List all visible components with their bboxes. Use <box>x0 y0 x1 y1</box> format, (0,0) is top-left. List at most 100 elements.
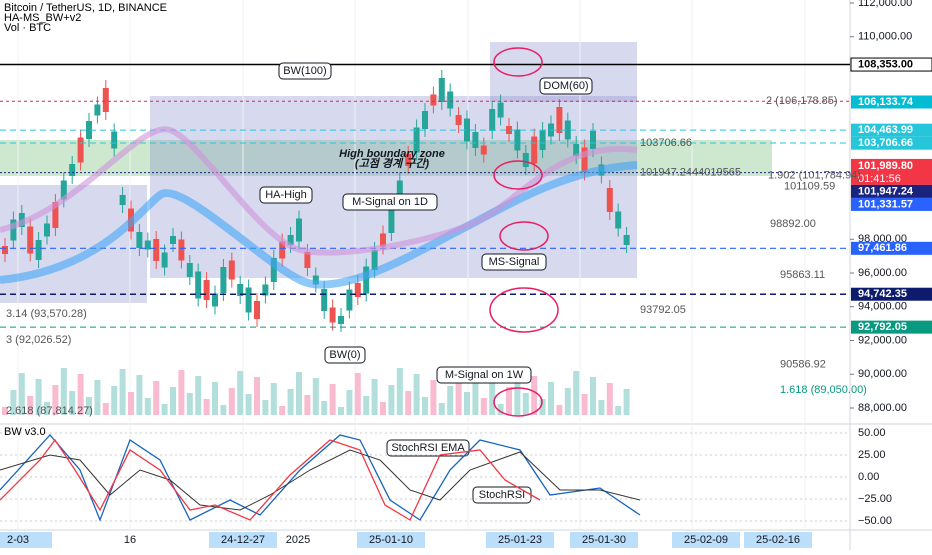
price-tag-label: 101,947.24 <box>858 185 914 197</box>
price-tag <box>851 184 932 198</box>
annotation: BW(100) <box>283 65 326 77</box>
volume-bar <box>514 370 521 415</box>
highlight-ellipse <box>493 160 543 190</box>
annotation: (고점 경계 구간) <box>355 157 429 170</box>
candle <box>144 240 151 250</box>
volume-bar <box>363 396 370 415</box>
candle <box>564 120 571 140</box>
volume-bar <box>497 404 504 415</box>
candle <box>581 147 588 173</box>
volume-bar <box>581 394 588 415</box>
volume-bar <box>590 377 596 415</box>
level-label: 1.618 (89,050.00) <box>780 384 867 396</box>
price-tag-label: 106,133.74 <box>858 96 914 108</box>
volume-bar <box>472 375 479 415</box>
volume-bar <box>615 406 622 415</box>
candle <box>44 223 50 237</box>
candle <box>455 115 462 125</box>
volume-bar <box>270 383 277 415</box>
osc-tick-label: 25.00 <box>858 449 886 461</box>
volume-bar <box>86 397 92 415</box>
highlight-ellipse <box>493 387 543 417</box>
candle <box>27 226 34 254</box>
annotation-box <box>342 193 438 211</box>
candle <box>228 260 235 280</box>
date-highlight <box>0 532 52 548</box>
annotation: StochRSI <box>479 489 525 501</box>
volume-bar <box>564 388 571 415</box>
candle <box>279 241 286 259</box>
price-tag <box>851 158 932 185</box>
volume-bar <box>69 391 76 415</box>
volume-bar <box>522 393 529 415</box>
volume-bar <box>438 403 445 415</box>
candle <box>35 240 42 260</box>
volume-bar <box>623 389 630 415</box>
level-label: 93792.05 <box>640 304 686 316</box>
candle <box>346 289 353 311</box>
candle <box>254 301 260 319</box>
price-tag-label: 101,989.80 <box>858 160 913 172</box>
candle <box>186 263 193 277</box>
price-tag <box>851 136 932 150</box>
volume-bar <box>2 407 8 415</box>
candle <box>380 233 386 247</box>
volume-bar <box>573 371 580 415</box>
candle <box>338 316 344 324</box>
volume-bar <box>489 381 496 415</box>
annotation-box <box>481 253 547 271</box>
volume-bar <box>153 381 160 415</box>
candle <box>396 180 403 200</box>
price-tag-label: 92,792.05 <box>858 321 907 333</box>
candle <box>203 280 210 300</box>
candle <box>573 144 580 156</box>
candle <box>464 118 470 142</box>
annotation-box <box>436 366 532 384</box>
candle <box>447 91 454 109</box>
candle <box>237 284 244 296</box>
candle <box>262 284 269 296</box>
candle <box>312 275 319 285</box>
candle <box>69 164 76 176</box>
volume-bar <box>10 390 17 415</box>
candle <box>195 271 202 299</box>
candle <box>522 153 529 167</box>
annotation-box <box>324 346 366 364</box>
highlight-ellipse <box>493 47 543 77</box>
price-tick-label: 94,000.00 <box>858 301 907 313</box>
level-label: 101947.2444019565 <box>640 167 741 179</box>
candle <box>606 188 613 212</box>
price-tag-label: 97,461.86 <box>858 242 907 254</box>
level-label: 90586.92 <box>780 358 826 370</box>
volume-bar <box>548 382 554 415</box>
annotation: DOM(60) <box>543 80 588 92</box>
volume-bar <box>254 377 260 415</box>
level-label: 2 (106,178.85) <box>766 95 838 107</box>
volume-bar <box>170 387 176 415</box>
candle <box>354 283 361 297</box>
candle <box>623 235 630 245</box>
level-label: 101109.59 <box>784 181 835 193</box>
candle <box>539 130 546 150</box>
volume-bar <box>413 374 420 415</box>
osc-tick-label: 0.00 <box>858 471 879 483</box>
date-highlight <box>486 532 554 548</box>
date-label: 16 <box>124 534 136 546</box>
blue-box <box>150 96 637 278</box>
volume-bar <box>262 400 269 415</box>
volume-bar <box>287 389 294 415</box>
candle <box>220 267 227 293</box>
stochrsi-ema <box>0 449 641 511</box>
price-tick-label: 88,000.00 <box>858 402 907 414</box>
level-label: 3 (92,026.52) <box>6 334 71 346</box>
date-highlight <box>744 532 812 548</box>
price-tag-countdown: 01:41:56 <box>858 173 901 185</box>
volume-bar <box>94 380 101 415</box>
candle <box>556 107 563 133</box>
date-label: 25-01-10 <box>369 534 413 546</box>
volume-bar <box>354 373 361 415</box>
candle <box>102 88 109 112</box>
date-label: 2-03 <box>7 534 29 546</box>
osc-tick-label: 50.00 <box>858 427 886 439</box>
volume-bar <box>228 388 235 415</box>
